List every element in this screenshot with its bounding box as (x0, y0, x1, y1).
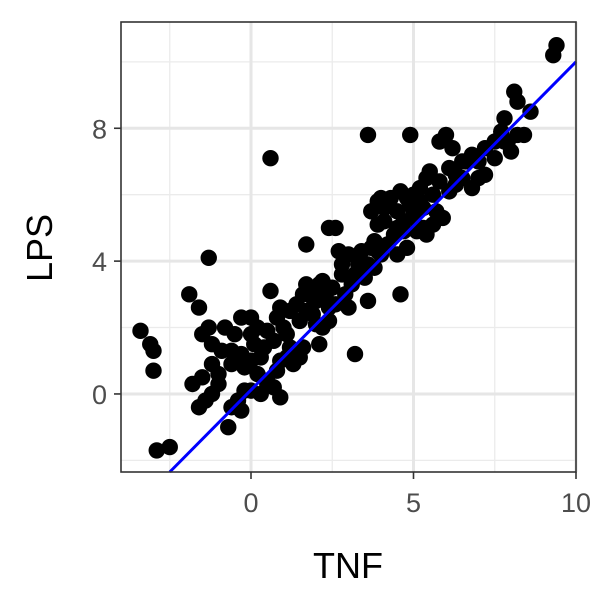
data-point (340, 299, 357, 316)
data-point (242, 352, 260, 369)
data-point (223, 355, 240, 373)
data-point (194, 369, 211, 386)
y-tick-label: 8 (92, 114, 107, 144)
data-point (298, 236, 315, 253)
data-point (470, 169, 487, 187)
data-point (190, 399, 208, 416)
data-point (431, 133, 448, 150)
fit-line-layer (168, 60, 578, 474)
x-axis-title: TNF (313, 545, 383, 586)
data-point (359, 292, 377, 310)
y-tick-label: 0 (92, 380, 107, 410)
data-point (431, 173, 448, 190)
data-point (200, 319, 217, 336)
data-point (220, 418, 237, 436)
data-point (411, 193, 429, 210)
grid-minor-lines (121, 22, 576, 472)
data-point (262, 282, 279, 300)
data-point (132, 322, 149, 340)
data-point (444, 139, 461, 157)
axis-ticks (114, 127, 577, 479)
data-point (181, 286, 198, 303)
x-tick-label: 0 (243, 488, 258, 518)
data-point (242, 325, 260, 343)
data-point (369, 193, 386, 210)
y-axis-title: LPS (19, 214, 60, 282)
data-point (200, 249, 217, 266)
data-point (223, 342, 240, 359)
data-point (304, 289, 321, 306)
data-point (278, 325, 295, 343)
data-point (402, 126, 419, 144)
data-point (233, 402, 250, 419)
data-point (333, 266, 351, 283)
fit-line (168, 60, 578, 474)
data-point (272, 299, 289, 316)
data-point (145, 362, 162, 379)
data-point (262, 149, 279, 167)
data-point (242, 309, 260, 326)
data-point (369, 216, 386, 233)
data-point (216, 319, 234, 336)
data-point (389, 219, 406, 237)
x-tick-label: 10 (561, 488, 591, 518)
data-point (190, 299, 208, 316)
data-point (366, 259, 383, 276)
data-point (272, 389, 289, 406)
data-point (392, 286, 409, 303)
data-point (545, 47, 562, 64)
data-point (320, 299, 338, 316)
data-point (486, 149, 503, 167)
data-point (398, 239, 416, 257)
data-point (424, 186, 442, 203)
data-point (161, 438, 178, 456)
data-point (522, 103, 539, 120)
axis-tick-labels: 0 5 10 0 4 8 (92, 114, 591, 518)
y-tick-label: 4 (92, 247, 107, 277)
data-point (428, 203, 445, 220)
data-point (314, 272, 331, 290)
data-point (291, 312, 308, 330)
data-point (350, 249, 367, 266)
data-point (359, 126, 377, 144)
data-point (454, 153, 471, 170)
data-point (408, 223, 425, 240)
data-point (327, 219, 344, 237)
panel-border (120, 21, 577, 473)
data-point (210, 365, 227, 383)
data-point (311, 335, 328, 353)
x-tick-label: 5 (406, 488, 421, 518)
data-point (496, 110, 513, 127)
data-point (363, 239, 380, 257)
data-point (509, 93, 526, 110)
data-point (346, 345, 364, 363)
data-points (132, 37, 565, 459)
data-point (203, 335, 221, 353)
data-point (509, 126, 526, 144)
data-point (330, 242, 347, 260)
data-point (148, 442, 165, 459)
data-point (145, 342, 162, 359)
